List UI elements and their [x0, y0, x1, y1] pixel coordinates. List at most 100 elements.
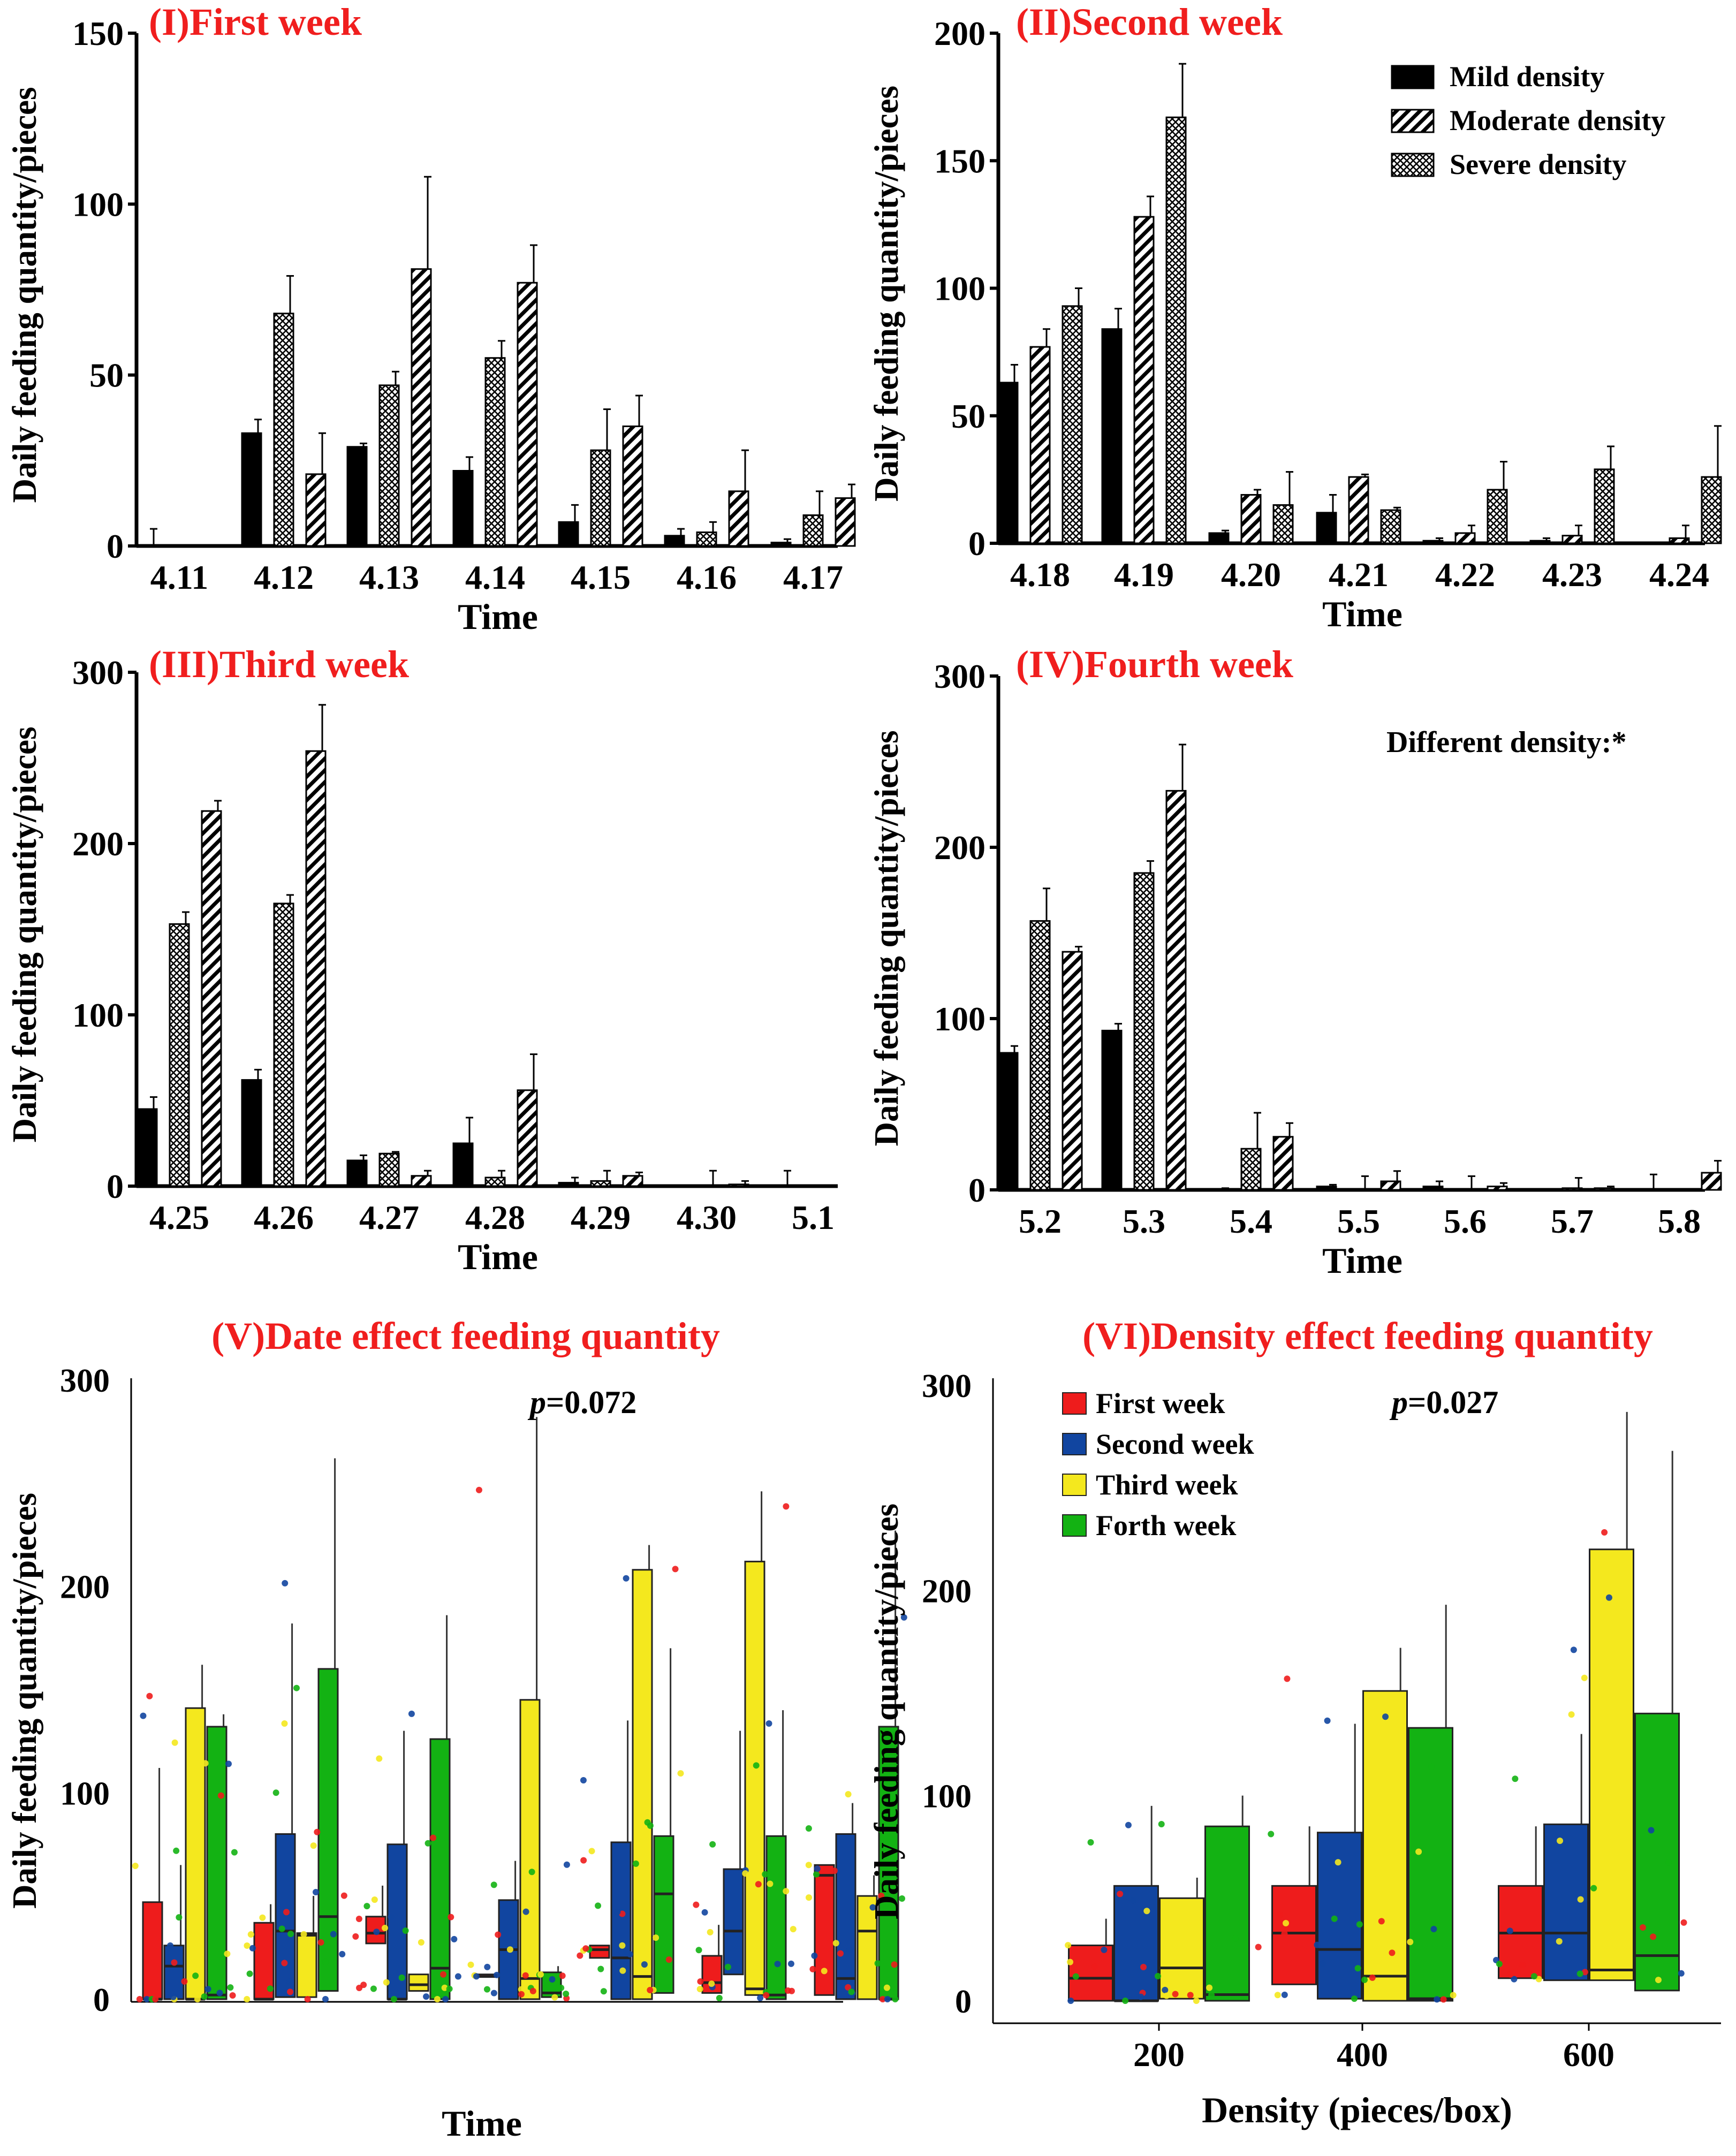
data-point [1535, 1976, 1542, 1983]
data-point [641, 1961, 648, 1968]
bar [1272, 1136, 1294, 1191]
y-tick-label: 300 [60, 1363, 110, 1399]
data-point [623, 1575, 630, 1582]
data-point [595, 1902, 602, 1909]
bar [558, 1182, 579, 1187]
data-point [1576, 1970, 1583, 1977]
data-point [282, 1580, 289, 1586]
data-point [281, 1720, 288, 1727]
y-tick-label: 150 [934, 142, 985, 180]
x-axis-title: Density (pieces/box) [1202, 2090, 1512, 2130]
data-point [136, 1996, 143, 2002]
x-tick-label: 4.22 [1435, 556, 1495, 594]
data-point [805, 1825, 812, 1832]
bar [241, 1079, 262, 1187]
data-point [665, 1956, 672, 1963]
data-point [677, 1770, 684, 1777]
data-point [811, 1952, 818, 1959]
bar [201, 810, 222, 1187]
bar [346, 1159, 368, 1187]
box [206, 1726, 228, 2000]
data-point [430, 1834, 437, 1841]
data-point [537, 1971, 544, 1978]
data-point [1450, 1992, 1457, 1999]
x-tick-label: 4.24 [1649, 556, 1709, 594]
data-point [373, 1929, 380, 1935]
y-tick-label: 100 [72, 996, 124, 1034]
bar [802, 514, 824, 547]
data-point [1356, 1921, 1363, 1928]
y-tick-label: 50 [89, 356, 124, 394]
data-point [1101, 1946, 1108, 1953]
box [723, 1868, 744, 1976]
data-point [451, 1935, 458, 1942]
data-point [1320, 1960, 1326, 1967]
data-point [1274, 1992, 1281, 1999]
data-point [473, 1973, 480, 1980]
panel-title: (III)Third week [149, 643, 409, 686]
bar [1316, 1186, 1337, 1191]
data-point [1158, 1820, 1165, 1827]
data-point [287, 1931, 294, 1938]
y-tick-label: 0 [107, 527, 124, 565]
data-point [490, 1990, 497, 1996]
data-point [1369, 1974, 1376, 1981]
data-point [1570, 1646, 1577, 1653]
data-point [518, 1986, 525, 1993]
bar [273, 313, 294, 547]
data-point [1268, 1831, 1275, 1838]
bar [1422, 1186, 1444, 1191]
data-point [201, 1993, 208, 2000]
data-point [446, 1985, 453, 1992]
p-value-italic: p [1389, 1385, 1408, 1420]
data-point [224, 1950, 231, 1957]
data-point [1512, 1775, 1519, 1782]
data-point [1680, 1919, 1687, 1926]
box [1408, 1727, 1453, 2002]
y-tick-label: 200 [72, 825, 124, 863]
data-point [862, 1964, 869, 1971]
bar [1701, 476, 1722, 544]
data-point [440, 1971, 447, 1978]
data-point [588, 1848, 595, 1855]
x-tick-label: 5.1 [792, 1198, 835, 1236]
bar [378, 384, 400, 547]
data-point [227, 1984, 234, 1991]
box [429, 1738, 451, 2000]
legend-swatch [1391, 65, 1435, 89]
data-point [314, 1828, 321, 1835]
legend-entry: Third week [1096, 1469, 1238, 1501]
data-point [1430, 1926, 1437, 1933]
data-point [363, 1903, 370, 1910]
data-point [1140, 1963, 1147, 1970]
data-point [448, 1914, 454, 1920]
data-point [1129, 1897, 1136, 1904]
box [163, 1945, 185, 2000]
data-point [774, 1961, 781, 1968]
bar [728, 490, 749, 547]
data-point [1067, 1958, 1074, 1965]
data-point [339, 1950, 346, 1957]
bar [1422, 540, 1444, 544]
data-point [900, 1614, 907, 1621]
bar [241, 432, 262, 547]
box [142, 1901, 163, 2000]
data-point [376, 1755, 383, 1762]
box [1271, 1885, 1317, 1985]
data-point [493, 1971, 500, 1978]
legend-entry: Second week [1096, 1428, 1254, 1460]
y-tick-label: 50 [951, 397, 985, 435]
data-point [784, 1987, 791, 1994]
data-point [814, 1865, 821, 1872]
data-point [167, 1942, 174, 1949]
y-axis-title: Daily feeding quantity/pieces [868, 86, 905, 502]
bar [305, 473, 327, 547]
x-tick-label: 5.6 [1444, 1202, 1487, 1240]
x-axis-title: Time [442, 2103, 522, 2144]
data-point [701, 1909, 708, 1916]
data-point [352, 1933, 359, 1940]
x-tick-label: 4.27 [359, 1198, 419, 1236]
data-point [278, 1925, 285, 1932]
box [1113, 1885, 1159, 2002]
p2-panel: 0 50 100 150 200 4.18 4.19 4.20 4.21 4.22 4.23 4.24… [934, 1, 1722, 634]
